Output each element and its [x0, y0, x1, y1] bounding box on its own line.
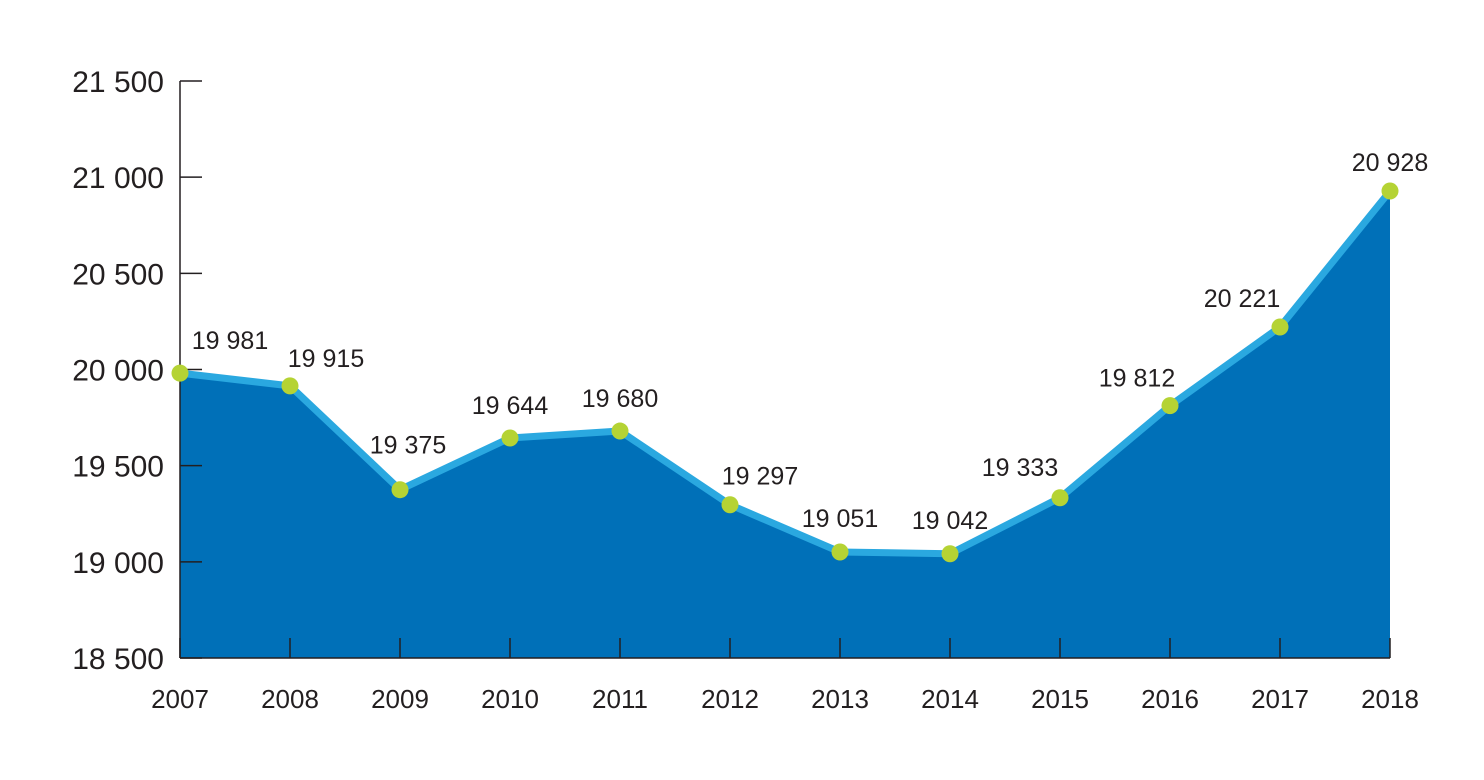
data-point	[391, 481, 409, 499]
x-tick-label: 2008	[261, 684, 319, 714]
data-label: 19 812	[1099, 365, 1175, 393]
data-point	[721, 496, 739, 514]
data-label: 20 221	[1204, 285, 1280, 313]
x-tick-label: 2007	[151, 684, 209, 714]
data-label: 19 375	[370, 432, 446, 460]
y-tick-label: 21 000	[72, 162, 164, 195]
data-point	[281, 377, 299, 395]
data-point	[611, 422, 629, 440]
data-point	[1161, 397, 1179, 415]
data-point	[1381, 182, 1399, 200]
axes: 18 500 19 000 19 500 20 000 20 500 21 000 21 5…	[72, 66, 1419, 714]
data-point	[171, 364, 189, 382]
data-point	[501, 429, 519, 447]
data-label: 19 644	[472, 392, 549, 420]
data-label: 19 981	[192, 327, 268, 355]
y-tick-label: 20 500	[72, 258, 164, 291]
data-label: 19 915	[288, 345, 364, 373]
y-tick-label: 19 500	[72, 451, 164, 484]
data-label: 20 928	[1352, 149, 1428, 177]
series-line-layer	[176, 187, 1394, 558]
area-fill	[180, 191, 1390, 659]
x-tick-label: 2015	[1031, 684, 1089, 714]
data-point	[831, 543, 849, 561]
x-tick-label: 2011	[592, 684, 648, 714]
x-tick-label: 2009	[371, 684, 429, 714]
y-tick-label: 18 500	[72, 643, 164, 676]
data-label: 19 042	[912, 507, 988, 535]
x-tick-label: 2016	[1141, 684, 1199, 714]
x-tick-label: 2012	[701, 684, 759, 714]
area-layer	[180, 191, 1390, 659]
data-label: 19 333	[982, 454, 1058, 482]
x-tick-label: 2018	[1361, 684, 1419, 714]
data-point	[941, 545, 959, 563]
y-tick-label: 21 500	[72, 66, 164, 99]
data-label: 19 680	[582, 385, 658, 413]
y-tick-label: 20 000	[72, 355, 164, 388]
data-label: 19 297	[722, 463, 798, 491]
markers-layer	[171, 182, 1399, 563]
x-tick-label: 2017	[1251, 684, 1309, 714]
x-tick-label: 2010	[481, 684, 539, 714]
data-point	[1051, 489, 1069, 507]
data-label: 19 051	[802, 505, 878, 533]
y-tick-label: 19 000	[72, 547, 164, 580]
x-tick-label: 2014	[921, 684, 979, 714]
series-line	[176, 187, 1394, 558]
x-tick-label: 2013	[811, 684, 869, 714]
data-point	[1271, 318, 1289, 336]
